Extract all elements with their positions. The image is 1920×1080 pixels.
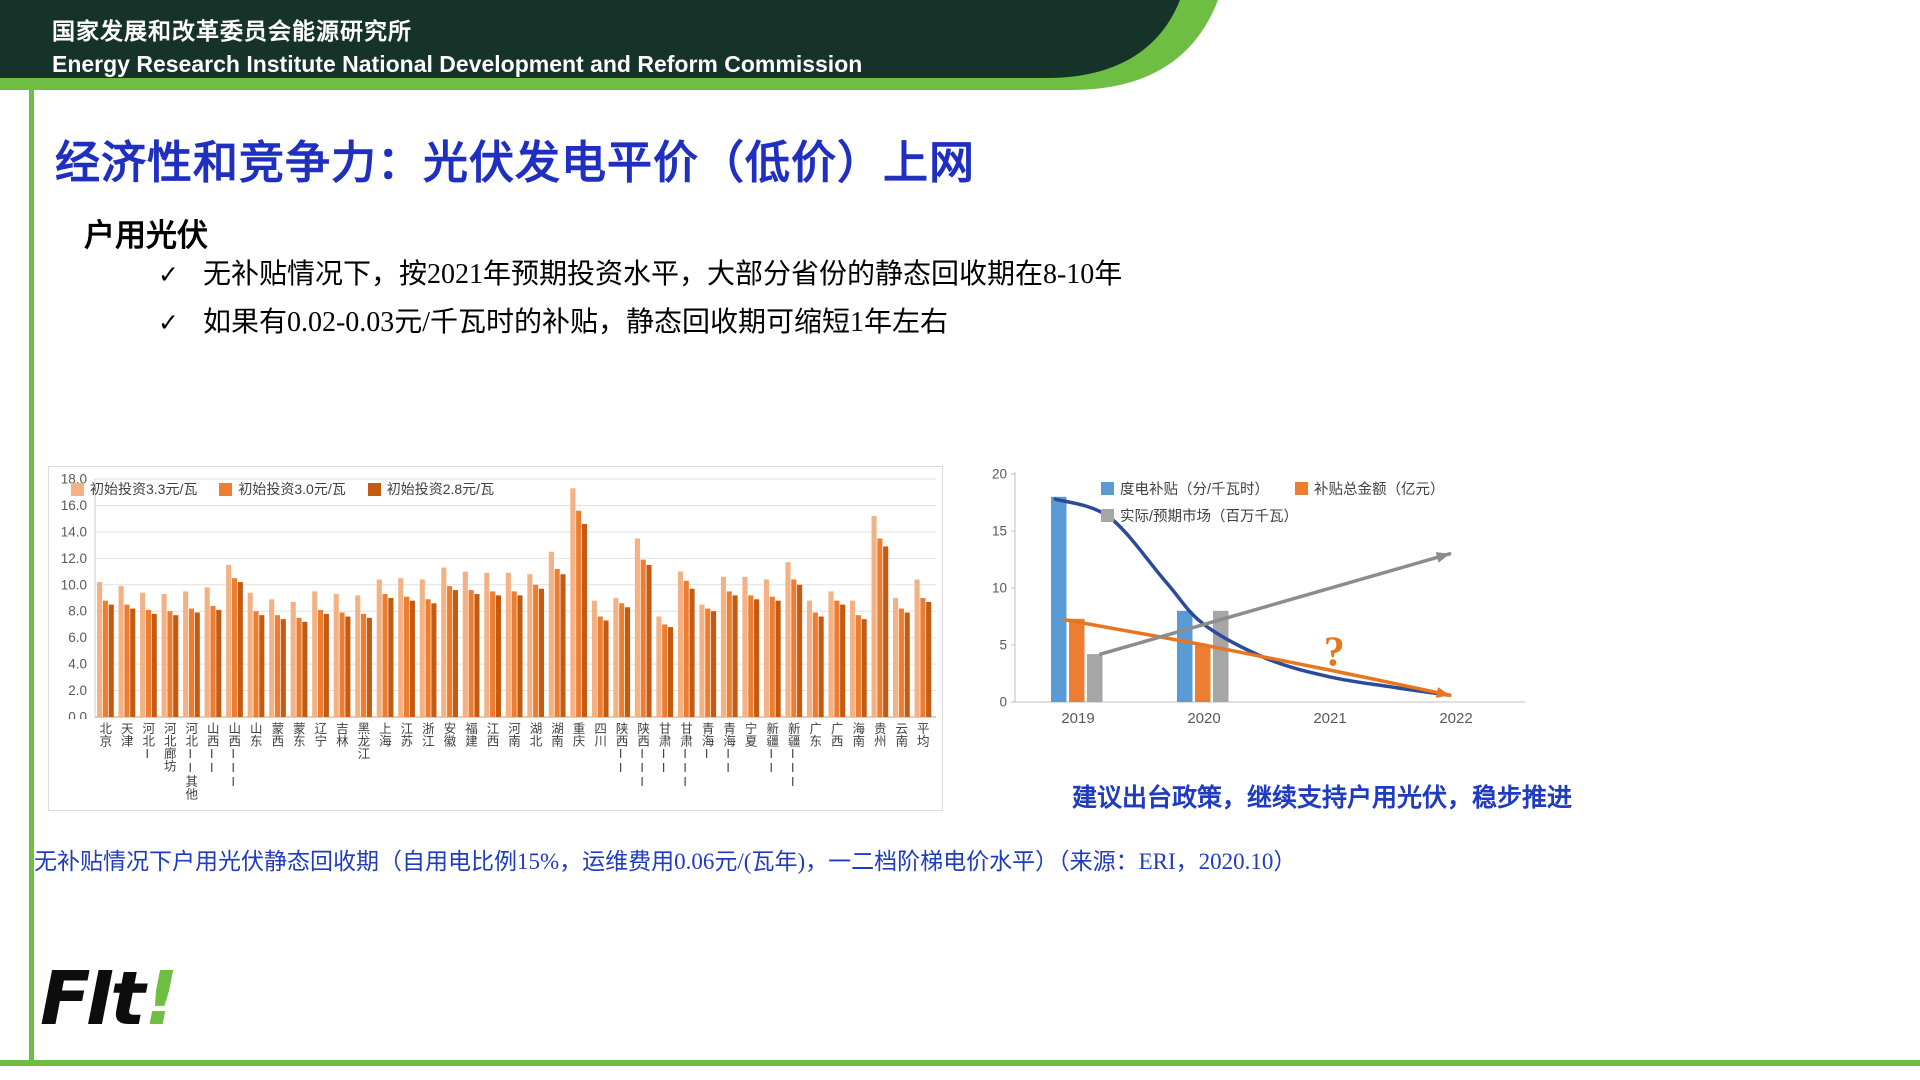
category-axis-label: 山西III	[226, 722, 241, 789]
bullet-item: ✓ 如果有0.02-0.03元/千瓦时的补贴，静态回收期可缩短1年左右	[158, 300, 948, 340]
slide-title: 经济性和竞争力：光伏发电平价（低价）上网	[55, 137, 976, 188]
category-axis-label: 福建	[463, 722, 477, 747]
category-axis-label: 海南	[850, 722, 865, 747]
category-axis-label: 安徽	[441, 722, 456, 747]
org-name-en: Energy Research Institute National Devel…	[52, 51, 863, 77]
legend-swatch-icon	[219, 482, 233, 496]
category-axis-label: 广西	[828, 722, 843, 747]
category-axis-label: 蒙东	[290, 722, 305, 747]
category-axis-label: 甘肃III	[678, 722, 693, 789]
svg-text:?: ?	[1324, 630, 1345, 676]
category-axis-label: 湖南	[549, 722, 563, 747]
subsidy-combo-chart: 0 5 10 15 20 2019 2020 2021 2022? 度电补贴（分/千瓦时） 补贴总…	[985, 462, 1533, 762]
category-axis-label: 平均	[914, 722, 929, 747]
org-names: 国家发展和改革委员会能源研究所 Energy Research Institut…	[52, 12, 862, 78]
combo-chart-legend: 度电补贴（分/千瓦时） 补贴总金额（亿元） 实际/预期市场（百万千瓦）	[1101, 478, 1525, 526]
svg-text:12.0: 12.0	[61, 551, 87, 566]
section-subtitle: 户用光伏	[84, 218, 208, 253]
category-axis-label: 黑龙江	[355, 722, 370, 760]
check-icon: ✓	[158, 308, 179, 337]
category-axis-label: 浙江	[419, 722, 434, 747]
payback-bar-chart: 0.0 2.0 4.0 6.0 8.0 10.0 12.0 14.0 16.0 18.0 北京 天津…	[48, 466, 943, 811]
legend-item: 度电补贴（分/千瓦时）	[1101, 478, 1269, 499]
category-axis-label: 山西II	[204, 722, 219, 775]
legend-swatch-icon	[1295, 482, 1309, 495]
svg-text:2019: 2019	[1061, 710, 1094, 727]
legend-swatch-icon	[367, 482, 381, 496]
legend-swatch-icon	[1101, 482, 1114, 495]
svg-text:0: 0	[999, 695, 1007, 710]
category-axis-label: 江西	[484, 722, 499, 747]
source-caption: 无补贴情况下户用光伏静态回收期（自用电比例15%，运维费用0.06元/(瓦年)，…	[34, 849, 1297, 874]
bullet-text: 如果有0.02-0.03元/千瓦时的补贴，静态回收期可缩短1年左右	[202, 307, 949, 338]
svg-text:2021: 2021	[1313, 710, 1346, 727]
bullet-text: 无补贴情况下，按2021年预期投资水平，大部分省份的静态回收期在8-10年	[202, 259, 1123, 290]
category-axis-label: 重庆	[570, 722, 585, 747]
legend-item: 初始投资3.0元/瓦	[219, 479, 346, 499]
legend-item: 补贴总金额（亿元）	[1295, 478, 1445, 499]
bottom-border-stripe	[0, 1060, 1920, 1066]
org-name-cn: 国家发展和改革委员会能源研究所	[52, 18, 412, 44]
legend-swatch-icon	[1101, 509, 1114, 522]
fit-logo-accent-icon: !	[144, 956, 178, 1042]
category-axis-label: 河北廊坊	[161, 722, 176, 772]
category-axis-label: 北京	[97, 722, 112, 747]
bar-chart-plot: 0.02.04.06.08.010.012.014.016.018.0	[61, 472, 936, 720]
fit-logo: FIt!	[40, 962, 178, 1036]
svg-text:4.0: 4.0	[68, 657, 87, 672]
svg-text:6.0: 6.0	[68, 630, 87, 645]
combo-chart-plot: 0 5 10 15 20 2019 2020 2021 2022?	[992, 467, 1525, 727]
category-axis-label: 四川	[592, 722, 607, 747]
svg-text:2.0: 2.0	[68, 683, 87, 698]
legend-item: 初始投资3.3元/瓦	[71, 479, 197, 499]
svg-text:14.0: 14.0	[61, 524, 87, 539]
category-axis-label: 湖北	[527, 722, 542, 747]
category-axis-label: 贵州	[871, 722, 886, 747]
header-banner: 国家发展和改革委员会能源研究所 Energy Research Institut…	[0, 0, 1920, 92]
category-axis-label: 河北II其他	[183, 722, 198, 800]
svg-text:2020: 2020	[1187, 710, 1220, 727]
category-axis-label: 云南	[893, 722, 908, 747]
category-axis-label: 上海	[376, 722, 391, 747]
bar-chart-category-labels: 北京 天津 河北I 河北廊坊 河北II其他 山西II 山西III 山东 蒙西 蒙东 辽宁 吉林 黑龙江上…	[49, 720, 942, 810]
policy-note: 建议出台政策，继续支持户用光伏，稳步推进	[1072, 785, 1573, 812]
bullet-item: ✓ 无补贴情况下，按2021年预期投资水平，大部分省份的静态回收期在8-10年	[158, 252, 1122, 292]
category-axis-label: 河北I	[140, 722, 155, 761]
category-axis-label: 江苏	[398, 722, 413, 747]
header-swoosh-graphic	[0, 0, 1218, 90]
category-axis-label: 新疆II	[764, 722, 779, 775]
bar-chart-legend: 初始投资3.3元/瓦 初始投资3.0元/瓦 初始投资2.8元/瓦	[71, 479, 494, 499]
svg-text:16.0: 16.0	[61, 498, 87, 513]
svg-text:10: 10	[992, 581, 1007, 596]
legend-item: 初始投资2.8元/瓦	[367, 479, 494, 499]
svg-text:20: 20	[992, 467, 1007, 482]
left-border-stripe	[29, 86, 34, 1062]
svg-text:2022: 2022	[1439, 710, 1472, 727]
svg-text:0.0: 0.0	[68, 710, 87, 720]
category-axis-label: 天津	[118, 722, 133, 747]
category-axis-label: 陕西III	[635, 722, 650, 789]
category-axis-label: 广东	[807, 722, 822, 747]
category-axis-label: 青海I	[699, 722, 714, 761]
svg-text:10.0: 10.0	[61, 577, 87, 592]
category-axis-label: 新疆III	[785, 722, 800, 789]
svg-text:8.0: 8.0	[68, 604, 87, 619]
category-axis-label: 蒙西	[269, 722, 284, 747]
category-axis-label: 青海II	[721, 722, 736, 775]
legend-swatch-icon	[71, 482, 84, 496]
svg-text:15: 15	[992, 524, 1007, 539]
svg-text:5: 5	[999, 638, 1007, 653]
category-axis-label: 陕西II	[613, 722, 628, 775]
category-axis-label: 宁夏	[742, 722, 757, 747]
category-axis-label: 辽宁	[312, 722, 327, 747]
fit-logo-text: FIt	[40, 956, 145, 1042]
check-icon: ✓	[158, 260, 179, 289]
category-axis-label: 甘肃II	[656, 722, 671, 775]
legend-item: 实际/预期市场（百万千瓦）	[1101, 505, 1298, 526]
category-axis-label: 河南	[506, 722, 520, 747]
category-axis-label: 山东	[247, 722, 262, 747]
category-axis-label: 吉林	[333, 722, 348, 747]
